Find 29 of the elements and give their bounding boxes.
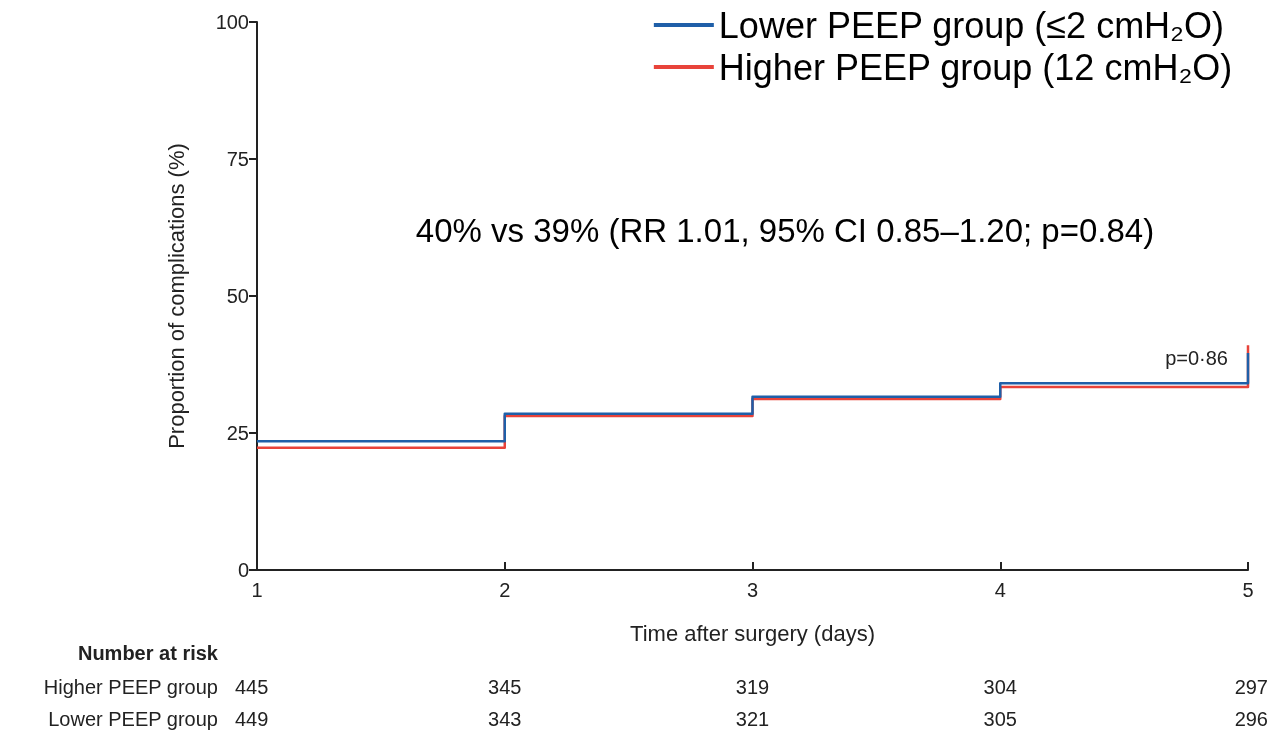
annotation: p=0·86 bbox=[1165, 347, 1228, 369]
text: 449 bbox=[235, 708, 269, 730]
text: 445 bbox=[235, 676, 269, 698]
x-axis-title: Time after surgery (days) bbox=[630, 620, 875, 646]
x-tick-label: 4 bbox=[994, 579, 1006, 601]
y-tick-label: 50 bbox=[226, 285, 249, 307]
text: 321 bbox=[735, 708, 770, 730]
text: 297 bbox=[1234, 676, 1268, 698]
y-axis-title: Proportion of complications (%) bbox=[163, 143, 189, 449]
y-tick-label: 100 bbox=[215, 11, 249, 33]
legend-label: Lower PEEP group (≤2 cmH₂O) bbox=[718, 4, 1225, 46]
text: 345 bbox=[488, 676, 522, 698]
x-tick-label: 5 bbox=[1242, 579, 1254, 601]
x-tick-label: 2 bbox=[499, 579, 511, 601]
text: 305 bbox=[983, 708, 1017, 730]
text: 319 bbox=[735, 676, 770, 698]
text: Lower PEEP group bbox=[48, 708, 218, 730]
y-tick-label: 0 bbox=[237, 559, 249, 581]
x-tick-label: 3 bbox=[746, 579, 759, 601]
text: Higher PEEP group bbox=[43, 676, 218, 698]
legend-label: Higher PEEP group (12 cmH₂O) bbox=[718, 46, 1233, 88]
annotation: 40% vs 39% (RR 1.01, 95% CI 0.85–1.20; p=0.84) bbox=[415, 211, 1155, 249]
text: 296 bbox=[1234, 708, 1268, 730]
y-tick-label: 25 bbox=[226, 422, 249, 444]
text: 304 bbox=[983, 676, 1017, 698]
text: 343 bbox=[488, 708, 522, 730]
text: Number at risk bbox=[77, 642, 219, 664]
x-tick-label: 1 bbox=[251, 579, 263, 601]
y-tick-label: 75 bbox=[226, 148, 249, 170]
